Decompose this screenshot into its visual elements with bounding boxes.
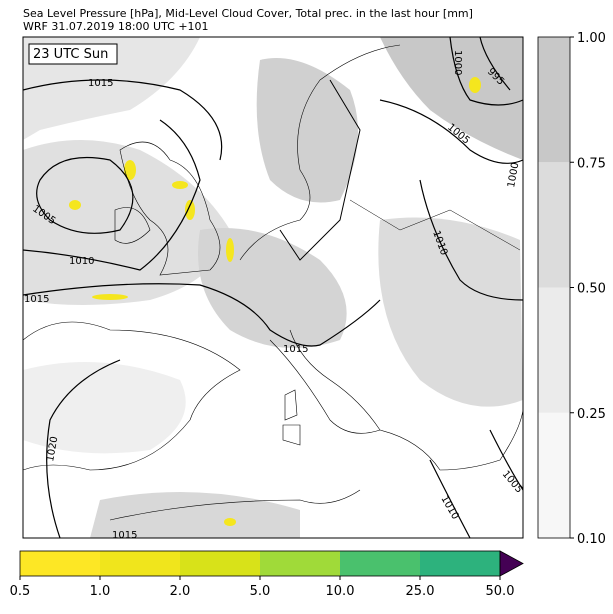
isobar-label: 1015: [283, 344, 308, 355]
colorbar-segment: [340, 551, 420, 576]
colorbar-segment: [180, 551, 260, 576]
precip-area: [69, 77, 481, 526]
isobar-label: 1015: [24, 294, 49, 305]
tick-label: 0.50: [577, 282, 606, 297]
cloud-colorbar: 0.10 0.25 0.50 0.75 1.00: [537, 31, 606, 547]
title-line: WRF 31.07.2019 18:00 UTC +101: [23, 20, 209, 33]
colorbar-segment: [538, 37, 570, 163]
colorbar-extension: [499, 550, 524, 577]
map: 1015 1005 1010 1015 1000 995 1005 1010 1…: [22, 36, 524, 541]
tick-label: 0.25: [577, 407, 606, 422]
colorbar-segment: [538, 162, 570, 288]
isobar: [22, 36, 524, 539]
cloud-area: [23, 37, 523, 538]
tick-label: 1.00: [577, 31, 606, 46]
colorbar-segment: [100, 551, 180, 576]
colorbar-segment: [420, 551, 500, 576]
colorbar-segment: [538, 287, 570, 413]
colorbar-segment: [20, 551, 100, 576]
isobar-label: 1015: [112, 530, 137, 541]
isobar-label: 1020: [45, 436, 60, 463]
isobar-label: 1000: [506, 162, 521, 189]
colorbar-segment: [538, 412, 570, 538]
tick-label: 0.5: [10, 584, 31, 599]
tick-label: 5.0: [250, 584, 271, 599]
tick-label: 2.0: [170, 584, 191, 599]
tick-label: 1.0: [90, 584, 111, 599]
time-label: 23 UTC Sun: [33, 47, 108, 62]
title-line: Sea Level Pressure [hPa], Mid-Level Clou…: [23, 7, 473, 20]
tick-label: 25.0: [406, 584, 435, 599]
coastline: [22, 44, 524, 521]
isobar-label: 1015: [88, 78, 113, 89]
precip-colorbar: 0.5 1.0 2.0 5.0 10.0 25.0 50.0: [10, 550, 524, 599]
tick-label: 10.0: [326, 584, 355, 599]
isobar-label: 1000: [452, 50, 463, 75]
tick-label: 0.75: [577, 156, 606, 171]
tick-label: 0.10: [577, 532, 606, 547]
isobar-label: 1010: [69, 256, 94, 267]
colorbar-segment: [260, 551, 340, 576]
tick-label: 50.0: [486, 584, 515, 599]
